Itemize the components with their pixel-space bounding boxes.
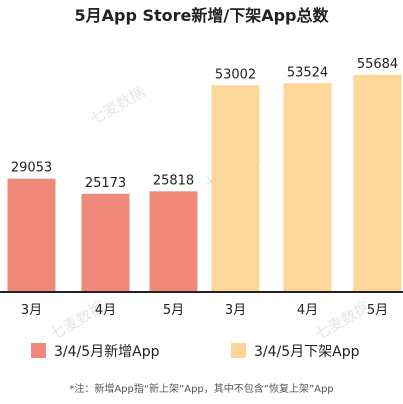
x-tick-label-1: 4月 [95, 303, 116, 318]
bar-removed-3 [211, 85, 260, 292]
x-tick-label-0: 3月 [21, 303, 42, 318]
legend: 3/4/5月新增App 3/4/5月下架App [31, 343, 360, 360]
bar-new-1 [81, 193, 130, 292]
x-tick-labels-group: 3月 4月 5月 3月 4月 5月 [21, 303, 388, 318]
data-label-0: 29053 [11, 161, 52, 176]
bar-new-2 [149, 191, 198, 292]
bar-new-0 [7, 178, 56, 292]
data-label-4: 53524 [287, 65, 328, 80]
data-label-1: 25173 [85, 176, 126, 191]
bar-removed-4 [283, 83, 332, 292]
bar-removed-5 [353, 74, 402, 292]
x-tick-label-4: 4月 [297, 303, 318, 318]
data-label-3: 53002 [215, 67, 256, 82]
legend-swatch-0 [31, 343, 46, 358]
x-tick-label-2: 5月 [163, 303, 184, 318]
legend-label-0: 3/4/5月新增App [54, 344, 160, 360]
data-label-2: 25818 [153, 173, 194, 188]
value-labels-group: 29053 25173 25818 53002 53524 55684 [11, 57, 398, 191]
watermark-0: 七麦数据 [87, 83, 148, 129]
data-label-5: 55684 [357, 57, 398, 72]
bars-group [7, 74, 402, 292]
legend-swatch-1 [231, 343, 246, 358]
chart-title: 5月App Store新增/下架App总数 [74, 6, 329, 25]
footnote: *注：新增App指“新上架”App，其中不包含“恢复上架”App [69, 382, 333, 395]
x-tick-label-3: 3月 [225, 303, 246, 318]
watermark-3: 七麦数据 [312, 298, 373, 344]
x-tick-label-5: 5月 [367, 303, 388, 318]
legend-label-1: 3/4/5月下架App [254, 344, 360, 360]
